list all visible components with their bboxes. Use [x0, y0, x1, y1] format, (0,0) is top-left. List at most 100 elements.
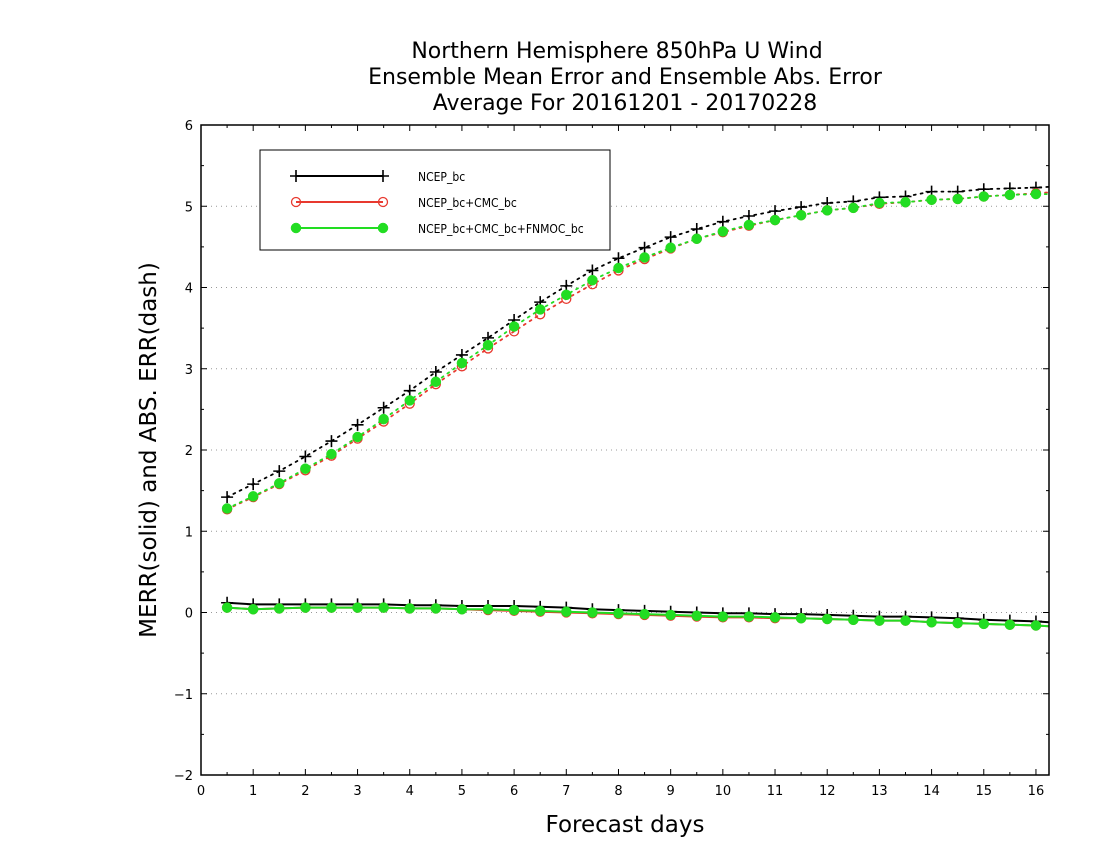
abs-err-point	[221, 491, 234, 504]
abs-err-point	[482, 339, 494, 351]
x-tick-label: 3	[353, 784, 361, 799]
merr-point	[743, 611, 755, 622]
merr-point	[300, 602, 311, 613]
merr-point	[926, 617, 937, 628]
abs-err-point	[456, 357, 468, 369]
abs-err-point	[743, 219, 755, 231]
abs-err-point	[351, 418, 364, 431]
y-tick-label: 2	[185, 444, 193, 459]
abs-err-point	[247, 491, 259, 502]
abs-err-point	[299, 450, 312, 463]
abs-err-point	[717, 226, 729, 237]
abs-err-point	[848, 202, 859, 214]
abs-err-point	[377, 401, 390, 414]
title-line-2: Ensemble Mean Error and Ensemble Abs. Er…	[368, 65, 883, 90]
abs-err-point	[325, 435, 338, 448]
abs-err-point	[378, 413, 389, 425]
abs-err-point	[403, 384, 416, 397]
legend-marker	[377, 222, 389, 234]
x-tick-label: 10	[715, 784, 732, 799]
abs-err-point	[926, 194, 937, 205]
y-axis-label: MERR(solid) and ABS. ERR(dash)	[136, 262, 162, 638]
x-tick-label: 1	[249, 784, 257, 799]
x-tick-label: 8	[614, 784, 622, 799]
merr-point	[978, 618, 990, 630]
merr-point	[665, 609, 676, 621]
abs-err-point	[664, 231, 677, 244]
abs-err-point	[404, 395, 415, 406]
abs-err-point	[795, 209, 807, 221]
abs-err-point	[300, 463, 311, 474]
abs-err-point	[273, 465, 286, 478]
abs-err-line	[226, 185, 1050, 499]
title-line-3: Average For 20161201 - 20170228	[433, 91, 818, 116]
legend-entry: NCEP_bc+CMC_bc+FNMOC_bc	[290, 222, 584, 236]
abs-err-point	[900, 196, 911, 208]
abs-err-point	[665, 242, 676, 253]
merr-point	[821, 613, 833, 625]
merr-point	[613, 608, 624, 619]
series-ncep-bc-cmc-bc-fnmoc-bc	[221, 188, 1050, 631]
legend-label: NCEP_bc+CMC_bc+FNMOC_bc	[418, 222, 584, 236]
merr-point	[587, 607, 598, 618]
abs-err-point	[430, 376, 442, 387]
abs-err-point	[613, 262, 624, 274]
merr-point	[534, 605, 546, 617]
x-tick-label: 9	[667, 784, 675, 799]
y-tick-label: −1	[174, 688, 193, 703]
merr-point	[639, 608, 650, 620]
x-axis-label: Forecast days	[546, 812, 705, 838]
legend-marker	[290, 222, 302, 234]
legend-marker	[290, 170, 302, 182]
abs-err-point	[1030, 188, 1042, 200]
abs-err-point	[952, 193, 963, 205]
x-tick-label: 4	[406, 784, 414, 799]
x-tick-label: 0	[197, 784, 205, 799]
x-tick-label: 7	[562, 784, 570, 799]
abs-err-point	[1004, 189, 1016, 201]
plot-frame	[200, 124, 1050, 776]
merr-point	[508, 604, 520, 616]
abs-err-point	[274, 478, 285, 489]
x-tick-label: 15	[975, 784, 992, 799]
abs-err-point	[586, 264, 599, 277]
title-line-1: Northern Hemisphere 850hPa U Wind	[411, 39, 822, 64]
legend-label: NCEP_bc+CMC_bc	[418, 196, 517, 210]
x-tick-label: 5	[458, 784, 466, 799]
merr-point	[482, 604, 494, 615]
y-tick-label: 3	[185, 363, 193, 378]
merr-point	[848, 614, 859, 626]
merr-point	[795, 612, 807, 624]
legend: NCEP_bc NCEP_bc+CMC_bc NCEP_bc+CMC_bc+FNMO…	[259, 149, 611, 251]
merr-point	[769, 612, 781, 623]
x-tick-label: 14	[923, 784, 940, 799]
abs-err-point	[587, 274, 598, 286]
abs-err-point	[534, 304, 546, 315]
merr-point	[352, 602, 363, 613]
abs-err-point	[978, 191, 990, 202]
merr-point	[561, 606, 572, 617]
y-tick-label: −2	[174, 769, 193, 784]
x-tick-label: 16	[1028, 784, 1045, 799]
merr-point	[900, 615, 911, 626]
y-tick-label: 0	[185, 607, 193, 622]
abs-err-point	[821, 205, 833, 216]
merr-point	[691, 610, 703, 621]
x-tick-label: 12	[819, 784, 836, 799]
legend-entry: NCEP_bc+CMC_bc	[290, 196, 517, 210]
x-tick-label: 6	[510, 784, 518, 799]
abs-err-point	[874, 197, 885, 209]
legend-entry: NCEP_bc	[290, 170, 465, 184]
abs-err-point	[716, 215, 729, 228]
x-tick-label: 13	[871, 784, 888, 799]
merr-point	[221, 602, 233, 613]
abs-err-point	[508, 321, 520, 332]
merr-point	[717, 611, 729, 622]
abs-err-point	[690, 223, 703, 235]
x-tick-label: 11	[767, 784, 784, 799]
merr-line	[227, 601, 1050, 624]
merr-point	[247, 604, 259, 615]
abs-err-point	[352, 431, 363, 443]
abs-err-point	[639, 252, 650, 263]
